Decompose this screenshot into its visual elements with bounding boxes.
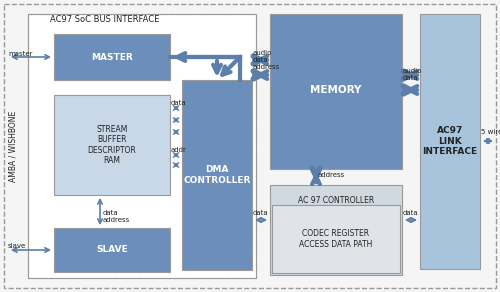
Text: audio
data: audio data (403, 68, 422, 81)
Text: DMA
CONTROLLER: DMA CONTROLLER (184, 165, 250, 185)
Bar (270, 14, 402, 169)
Text: slave: slave (8, 243, 26, 249)
Text: audio
data
address: audio data address (253, 50, 280, 70)
Text: AC 97 CONTROLLER: AC 97 CONTROLLER (298, 196, 374, 205)
Text: AC97
LINK
INTERFACE: AC97 LINK INTERFACE (422, 126, 478, 156)
Bar (272, 205, 400, 273)
Bar (28, 14, 256, 278)
Text: master: master (8, 51, 32, 57)
Text: AC97 SoC BUS INTERFACE: AC97 SoC BUS INTERFACE (50, 15, 160, 24)
Bar (54, 95, 170, 195)
Text: data: data (253, 210, 268, 216)
Bar (54, 228, 170, 272)
Text: CODEC REGISTER
ACCESS DATA PATH: CODEC REGISTER ACCESS DATA PATH (300, 229, 372, 249)
Text: AMBA / WISHBONE: AMBA / WISHBONE (8, 110, 18, 182)
Text: SLAVE: SLAVE (96, 246, 128, 255)
Text: 5 wire: 5 wire (481, 129, 500, 135)
Text: MASTER: MASTER (91, 53, 133, 62)
Bar (182, 80, 252, 270)
Bar (54, 34, 170, 80)
Text: address: address (318, 172, 345, 178)
Text: data: data (171, 100, 186, 106)
Bar (28, 14, 256, 278)
Bar (270, 185, 402, 275)
Text: data
address: data address (103, 210, 130, 223)
Text: STREAM
BUFFER
DESCRIPTOR
RAM: STREAM BUFFER DESCRIPTOR RAM (88, 125, 136, 165)
Text: data: data (403, 210, 418, 216)
Text: MEMORY: MEMORY (310, 85, 362, 95)
Text: addr: addr (171, 147, 187, 153)
Bar (420, 14, 480, 269)
